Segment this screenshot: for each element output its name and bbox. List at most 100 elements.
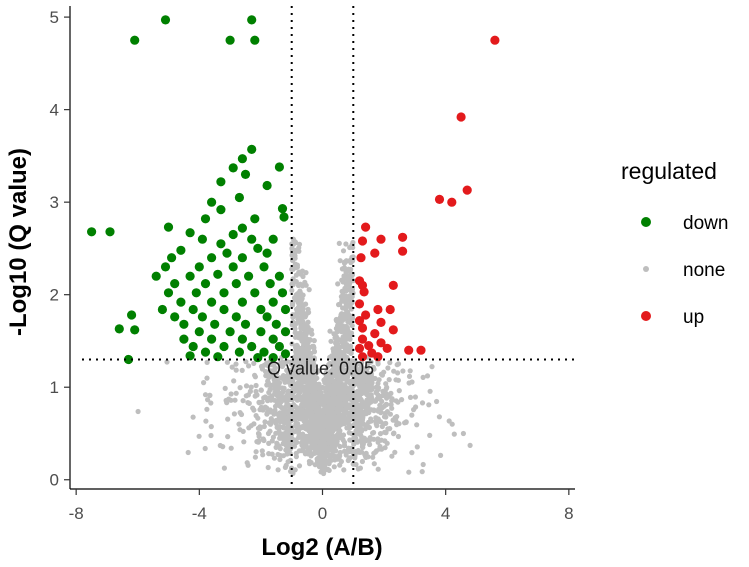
point-none xyxy=(300,447,306,453)
point-down xyxy=(216,239,226,249)
point-up xyxy=(447,197,457,207)
point-none xyxy=(352,455,358,461)
point-none xyxy=(305,445,311,451)
point-none xyxy=(304,383,311,389)
point-down xyxy=(225,35,235,45)
point-none xyxy=(383,430,389,436)
point-none xyxy=(406,373,413,379)
point-none xyxy=(307,461,313,467)
point-none xyxy=(336,402,342,408)
point-none xyxy=(371,461,377,467)
point-none xyxy=(307,396,314,402)
point-none xyxy=(225,434,231,440)
point-none xyxy=(297,380,303,386)
point-none xyxy=(282,414,288,420)
point-none xyxy=(348,343,354,349)
point-down xyxy=(127,310,137,320)
point-none xyxy=(248,384,254,390)
point-none xyxy=(311,338,317,344)
point-down xyxy=(234,347,244,357)
point-down xyxy=(250,288,260,298)
point-none xyxy=(246,425,252,431)
point-none xyxy=(340,376,346,382)
point-down xyxy=(185,228,195,238)
point-none xyxy=(384,401,390,408)
point-none xyxy=(252,454,258,460)
point-none xyxy=(347,287,353,293)
point-down xyxy=(222,248,232,258)
point-none xyxy=(322,403,328,409)
point-none xyxy=(277,452,283,459)
point-none xyxy=(391,430,397,436)
point-none xyxy=(312,400,318,406)
point-down xyxy=(280,349,291,359)
point-none xyxy=(323,429,329,435)
point-none xyxy=(294,423,300,430)
point-none xyxy=(266,451,272,457)
point-none xyxy=(297,394,303,400)
point-none xyxy=(276,380,283,386)
point-none xyxy=(312,462,318,468)
point-none xyxy=(252,393,258,399)
point-none xyxy=(409,379,415,385)
point-none xyxy=(256,400,262,406)
point-none xyxy=(327,417,333,423)
point-none xyxy=(375,394,381,400)
point-down xyxy=(194,327,204,337)
point-none xyxy=(434,398,440,405)
point-none xyxy=(276,415,282,421)
point-none xyxy=(330,355,336,361)
point-none xyxy=(383,420,389,426)
point-none xyxy=(375,361,381,367)
y-tick-label: 2 xyxy=(50,286,59,305)
point-down xyxy=(200,347,211,357)
point-up xyxy=(354,316,365,326)
point-none xyxy=(403,419,409,425)
point-none xyxy=(286,390,292,396)
point-down xyxy=(207,197,217,207)
point-none xyxy=(247,388,253,394)
point-none xyxy=(290,266,296,272)
point-none xyxy=(414,444,420,450)
point-down xyxy=(262,248,272,258)
point-none xyxy=(317,414,323,420)
point-none xyxy=(333,439,339,445)
point-none xyxy=(236,421,242,427)
point-none xyxy=(407,394,414,400)
point-none xyxy=(262,419,268,425)
point-down xyxy=(200,214,211,224)
point-none xyxy=(294,343,301,349)
point-up xyxy=(361,310,371,320)
none-points xyxy=(135,236,473,477)
point-none xyxy=(374,384,381,390)
point-none xyxy=(261,395,267,401)
point-none xyxy=(208,432,214,439)
point-none xyxy=(354,439,360,445)
point-none xyxy=(239,367,245,373)
point-none xyxy=(266,362,272,368)
point-none xyxy=(233,361,239,367)
point-none xyxy=(265,430,272,437)
y-tick-label: 1 xyxy=(50,378,59,397)
point-none xyxy=(308,426,314,432)
point-none xyxy=(331,362,337,368)
point-down xyxy=(197,312,207,322)
point-none xyxy=(318,439,324,445)
point-none xyxy=(427,432,433,438)
significant-points xyxy=(87,15,500,365)
point-none xyxy=(274,411,281,417)
point-down xyxy=(216,177,226,187)
point-none xyxy=(322,433,329,439)
point-none xyxy=(224,359,230,365)
point-none xyxy=(291,388,297,394)
point-none xyxy=(331,434,337,440)
point-none xyxy=(358,365,365,371)
point-none xyxy=(281,437,287,443)
point-none xyxy=(305,378,311,385)
point-up xyxy=(364,341,374,351)
point-down xyxy=(259,347,269,357)
point-none xyxy=(204,406,210,412)
point-none xyxy=(340,248,347,254)
point-down xyxy=(240,169,251,179)
point-none xyxy=(289,322,295,328)
